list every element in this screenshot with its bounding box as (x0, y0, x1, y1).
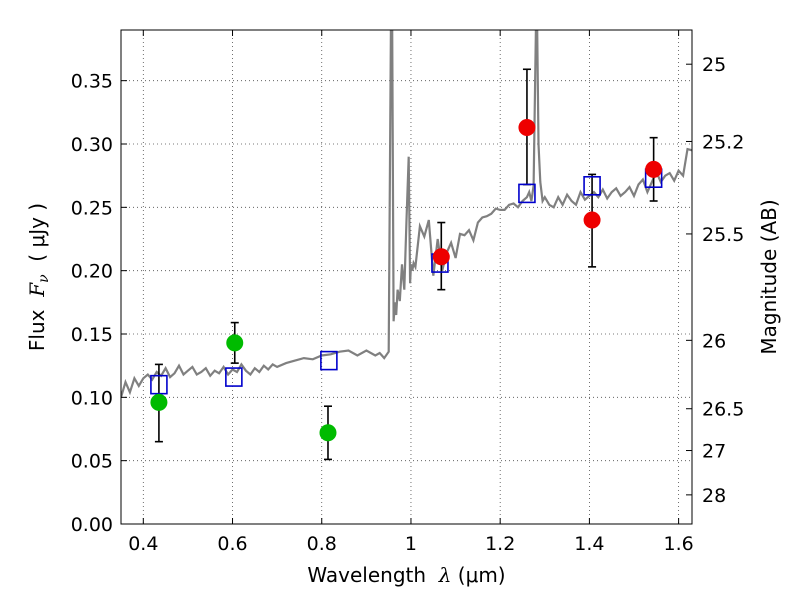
right-tick-label: 26 (702, 330, 726, 352)
y-axis-label: Flux Fν ( μJy ) (25, 203, 52, 351)
y-tick-label: 0.20 (71, 261, 113, 283)
x-tick-label: 0.4 (128, 533, 158, 555)
error-bars (154, 68, 658, 461)
model-square-marker (150, 374, 168, 395)
y-axis-label-unit: ( μJy ) (25, 203, 49, 275)
x-axis-label-unit: (μm) (451, 563, 505, 587)
axis-ticks: 0.4 0.6 0.8 1 1.2 1.4 1.6 0.00 0.05 0.10 0.15 0.20 0… (71, 30, 744, 555)
x-tick-label: 1 (405, 533, 417, 555)
model-square-marker (518, 183, 536, 204)
model-square-marker (320, 350, 338, 371)
model-square-marker (225, 367, 243, 387)
x-tick-label: 0.6 (217, 533, 247, 555)
x-tick-label: 0.8 (307, 533, 337, 555)
photometry-point (518, 119, 536, 137)
x-axis-label-symbol: λ (438, 563, 452, 587)
y-axis-label-subscript: ν (36, 274, 52, 283)
right-tick-label: 28 (702, 485, 726, 507)
y-axis-label-symbol: F (25, 282, 49, 298)
x-axis-label: Wavelength λ (μm) (307, 563, 505, 587)
y-axis-label-prefix: Flux (25, 297, 49, 351)
y-tick-label: 0.00 (71, 514, 113, 536)
right-tick-label: 25.5 (702, 224, 744, 246)
x-tick-label: 1.4 (574, 533, 604, 555)
y-tick-label: 0.05 (71, 451, 113, 473)
right-tick-label: 26.5 (702, 399, 744, 421)
photometry-point (150, 393, 168, 411)
photometry-point (226, 334, 244, 352)
y-tick-label: 0.15 (71, 324, 113, 346)
model-square-marker (583, 176, 601, 196)
photometry-point (319, 424, 337, 442)
photometry-point (583, 211, 601, 229)
right-tick-label: 25.2 (702, 131, 744, 153)
y-tick-label: 0.35 (71, 71, 113, 93)
right-axis-label: Magnitude (AB) (757, 199, 781, 354)
y-tick-label: 0.25 (71, 197, 113, 219)
photometry-point (645, 160, 663, 178)
photometry-point (432, 248, 450, 266)
right-tick-label: 25 (702, 54, 726, 76)
x-tick-label: 1.2 (485, 533, 515, 555)
spectrum-series (121, 30, 692, 398)
grid-lines (121, 30, 692, 525)
x-axis-label-prefix: Wavelength (307, 563, 438, 587)
x-tick-label: 1.6 (664, 533, 694, 555)
y-tick-label: 0.30 (71, 134, 113, 156)
spectrum-line (121, 30, 692, 398)
plot-frame (120, 29, 693, 525)
data-markers (150, 119, 663, 442)
y-tick-label: 0.10 (71, 387, 113, 409)
right-tick-label: 27 (702, 441, 726, 463)
